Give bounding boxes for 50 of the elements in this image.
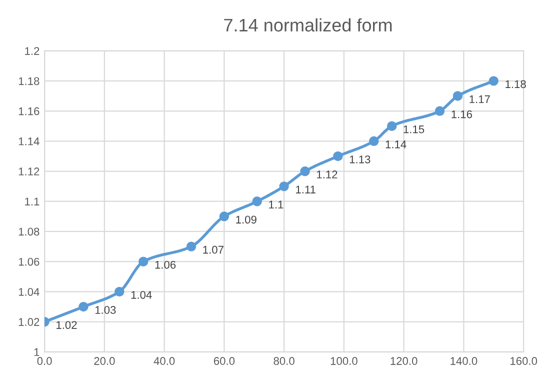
data-label: 1.18	[506, 80, 526, 88]
point	[252, 196, 262, 206]
y-tick-label: 1.1	[25, 198, 40, 206]
y-tick-label: 1.14	[18, 138, 40, 146]
x-tick-label: 40.0	[154, 357, 175, 365]
x-tick-label: 20.0	[94, 357, 115, 365]
data-label: 1.12	[316, 170, 338, 178]
x-tick-label: 160.0	[510, 357, 538, 365]
data-label: 1.17	[470, 95, 490, 104]
data-label: 1.09	[236, 216, 256, 224]
x-tick-label: 80.0	[274, 357, 294, 365]
data-label: 1.04	[131, 290, 152, 299]
data-label: 1.11	[296, 186, 316, 194]
data-label: 1.15	[404, 125, 424, 134]
chart-title: 7.14 normalized form	[224, 18, 392, 32]
point	[114, 286, 124, 297]
x-tick-label: 140.0	[450, 357, 478, 365]
y-tick-label: 1.16	[18, 107, 40, 116]
y-tick-label: 1.12	[18, 168, 40, 176]
point	[138, 256, 148, 266]
x-tick-label: 60.0	[214, 357, 235, 365]
data-label: 1.06	[155, 260, 176, 269]
x-tick-label: 120.0	[390, 357, 418, 365]
point	[186, 242, 196, 252]
point	[333, 151, 343, 162]
y-tick-label: 1.18	[18, 77, 40, 86]
point	[434, 106, 445, 116]
data-label: 1.07	[203, 246, 224, 254]
y-tick-label: 1.02	[18, 318, 40, 326]
y-tick-label: 1.06	[18, 258, 40, 266]
y-tick-label: 1.2	[25, 47, 40, 55]
data-label: 1.1	[269, 200, 284, 208]
point	[78, 302, 88, 312]
x-tick-label: 100.0	[330, 357, 358, 365]
x-tick-label: 0.0	[37, 357, 52, 365]
data-label: 1.02	[56, 321, 77, 329]
data-label: 1.14	[386, 140, 406, 148]
y-tick-label: 1.08	[18, 228, 40, 236]
point	[300, 166, 310, 176]
point	[369, 136, 379, 146]
point	[488, 76, 499, 86]
point	[386, 121, 397, 131]
point	[279, 181, 289, 192]
data-label: 1.13	[350, 155, 370, 164]
y-tick-label: 1	[34, 348, 40, 356]
point	[452, 91, 463, 101]
data-label: 1.16	[452, 110, 472, 118]
data-label: 1.03	[95, 306, 116, 314]
y-tick-label: 1.04	[18, 288, 40, 296]
point	[219, 212, 230, 222]
